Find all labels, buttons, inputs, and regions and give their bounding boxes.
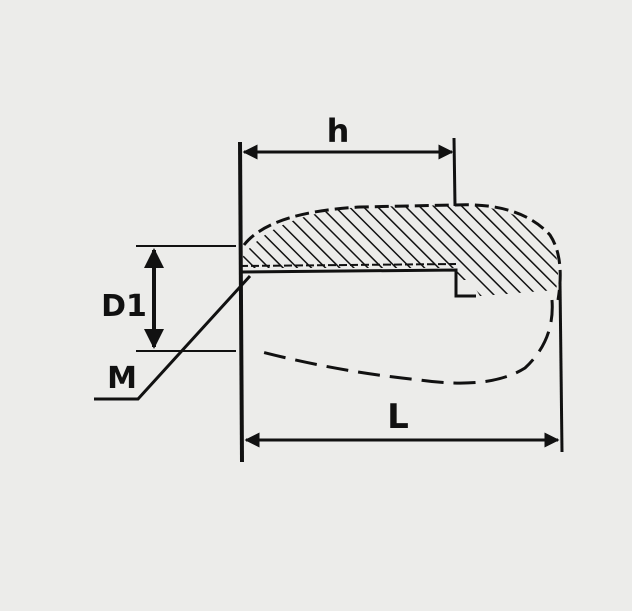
- m-label: M: [107, 361, 137, 396]
- dome-outline-top: [242, 203, 562, 301]
- d1-label: D1: [101, 289, 147, 324]
- hatched-section: [242, 205, 558, 296]
- l-right-extension-line: [558, 281, 564, 453]
- left-extension-line: [238, 141, 244, 463]
- l-label: L: [387, 397, 409, 437]
- h-label: h: [327, 112, 350, 150]
- h-right-extension-line: [452, 137, 457, 207]
- dome-outline-bottom: [261, 299, 554, 385]
- hatch-upper-line: [239, 263, 457, 267]
- m-leader-line: [94, 274, 252, 401]
- hatch-base-line: [239, 268, 476, 298]
